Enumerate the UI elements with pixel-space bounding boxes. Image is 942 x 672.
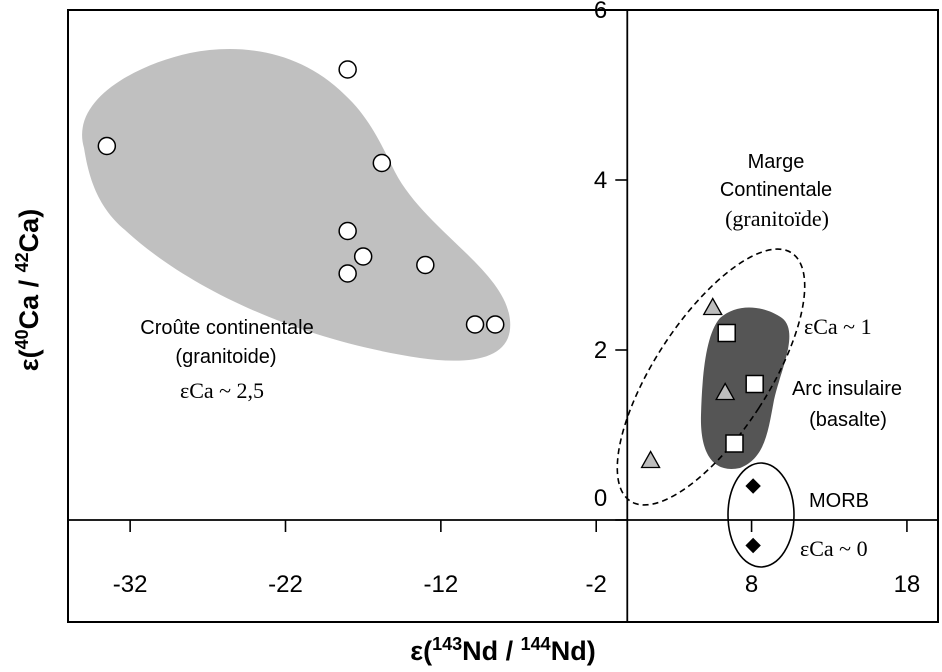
circle-point bbox=[353, 247, 373, 266]
margin-eps-label: εCa ~ 1 bbox=[804, 314, 872, 339]
circle-point bbox=[485, 315, 505, 334]
square-point bbox=[745, 374, 764, 394]
y-axis-title-sup1: 40 bbox=[12, 329, 32, 349]
margin-line2-label: Continentale bbox=[720, 179, 832, 201]
region-arc bbox=[700, 307, 790, 469]
circle-point bbox=[416, 255, 435, 275]
circle-point bbox=[465, 315, 485, 334]
square-point bbox=[717, 323, 736, 343]
region-crust bbox=[82, 49, 511, 361]
x-tick-label: 8 bbox=[745, 571, 758, 598]
x-tick-label: 18 bbox=[894, 571, 921, 598]
circle-point bbox=[338, 60, 357, 79]
morb-eps-label: εCa ~ 0 bbox=[800, 536, 868, 561]
y-axis-title: ε(40Ca / 42Ca) bbox=[12, 209, 44, 371]
plot-frame bbox=[67, 9, 939, 623]
x-axis-title-sup1: 143 bbox=[432, 634, 462, 654]
square-point bbox=[725, 434, 744, 453]
diamond-point bbox=[745, 478, 761, 494]
region-margin bbox=[616, 248, 806, 506]
morb-title-label: MORB bbox=[809, 490, 869, 512]
circle-point bbox=[338, 264, 357, 283]
margin-line1-label: Marge bbox=[748, 151, 805, 173]
arc-line2-label: (basalte) bbox=[809, 409, 887, 431]
circle-point bbox=[97, 136, 117, 156]
x-tick-label: -2 bbox=[586, 571, 607, 598]
x-tick-label: -12 bbox=[424, 571, 459, 598]
y-axis-title-sup2: 42 bbox=[12, 252, 32, 272]
crust-title-label: Croûte continentale bbox=[140, 317, 313, 339]
region-morb bbox=[727, 462, 795, 568]
x-axis-title: ε(143Nd / 144Nd) bbox=[410, 634, 595, 666]
y-tick-label: 4 bbox=[594, 167, 607, 194]
circle-point bbox=[338, 221, 357, 241]
circle-point bbox=[372, 153, 392, 173]
triangle-point bbox=[640, 450, 661, 469]
crust-eps-label: εCa ~ 2,5 bbox=[180, 378, 264, 403]
triangle-point bbox=[702, 297, 723, 316]
x-tick-label: -22 bbox=[268, 571, 303, 598]
arc-line1-label: Arc insulaire bbox=[792, 378, 902, 400]
x-axis-title-sup2: 144 bbox=[521, 634, 551, 654]
x-tick-label: -32 bbox=[113, 571, 148, 598]
y-tick-label: 2 bbox=[594, 337, 607, 364]
diamond-point bbox=[745, 537, 761, 554]
triangle-point bbox=[715, 382, 736, 401]
y-tick-label: 6 bbox=[594, 0, 607, 24]
margin-line3-label: (granitoïde) bbox=[725, 206, 829, 231]
y-tick-label: 0 bbox=[594, 485, 607, 512]
crust-type-label: (granitoide) bbox=[175, 346, 276, 368]
